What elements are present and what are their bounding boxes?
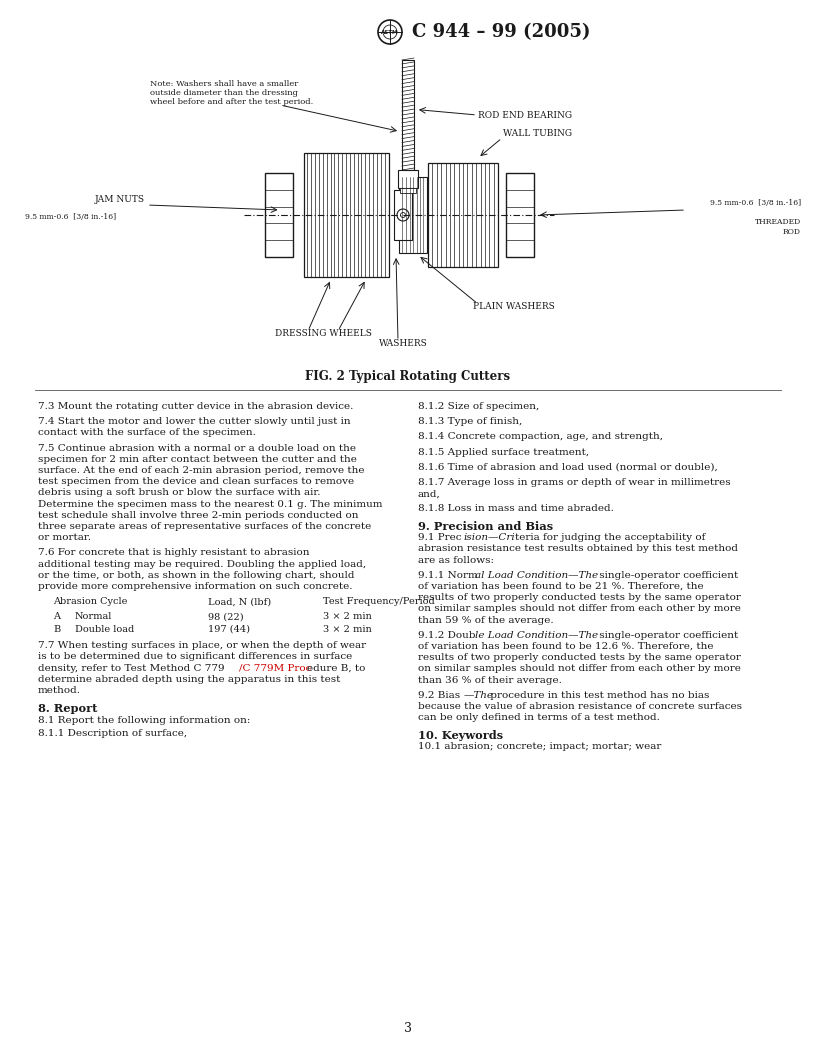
Text: PLAIN WASHERS: PLAIN WASHERS — [473, 302, 555, 312]
Text: edure B, to: edure B, to — [308, 663, 366, 673]
Text: Double load: Double load — [75, 625, 135, 634]
Text: 8.1.5 Applied surface treatment,: 8.1.5 Applied surface treatment, — [418, 448, 589, 456]
Text: single-operator coefficient: single-operator coefficient — [596, 630, 738, 640]
Text: WALL TUBING: WALL TUBING — [503, 129, 572, 137]
Text: method.: method. — [38, 686, 81, 695]
Text: A: A — [53, 612, 60, 621]
Text: 3 × 2 min: 3 × 2 min — [323, 625, 372, 634]
Text: because the value of abrasion resistance of concrete surfaces: because the value of abrasion resistance… — [418, 702, 742, 711]
Text: Abrasion Cycle: Abrasion Cycle — [53, 598, 127, 606]
Bar — [399, 177, 427, 253]
Text: 8.1.4 Concrete compaction, age, and strength,: 8.1.4 Concrete compaction, age, and stre… — [418, 432, 663, 441]
Text: 10. Keywords: 10. Keywords — [418, 730, 503, 740]
Bar — [506, 173, 534, 257]
Text: 7.6 For concrete that is highly resistant to abrasion: 7.6 For concrete that is highly resistan… — [38, 548, 309, 558]
Bar — [264, 173, 292, 257]
Text: than 36 % of their average.: than 36 % of their average. — [418, 676, 562, 684]
Text: ROD END BEARING: ROD END BEARING — [478, 111, 572, 119]
Text: 10.1 abrasion; concrete; impact; mortar; wear: 10.1 abrasion; concrete; impact; mortar;… — [418, 742, 662, 751]
Text: surface. At the end of each 2-min abrasion period, remove the: surface. At the end of each 2-min abrasi… — [38, 466, 365, 475]
Text: 8.1.2 Size of specimen,: 8.1.2 Size of specimen, — [418, 402, 539, 411]
Text: DRESSING WHEELS: DRESSING WHEELS — [274, 329, 371, 338]
Text: of variation has been found to be 12.6 %. Therefore, the: of variation has been found to be 12.6 %… — [418, 642, 713, 650]
Text: of variation has been found to be 21 %. Therefore, the: of variation has been found to be 21 %. … — [418, 582, 703, 591]
Text: 8.1.8 Loss in mass and time abraded.: 8.1.8 Loss in mass and time abraded. — [418, 505, 614, 513]
Text: on similar samples should not differ from each other by more: on similar samples should not differ fro… — [418, 604, 741, 614]
Bar — [398, 170, 418, 188]
Text: specimen for 2 min after contact between the cutter and the: specimen for 2 min after contact between… — [38, 455, 357, 464]
Text: than 59 % of the average.: than 59 % of the average. — [418, 616, 553, 624]
Text: 8.1.1 Description of surface,: 8.1.1 Description of surface, — [38, 729, 187, 738]
Text: three separate areas of representative surfaces of the concrete: three separate areas of representative s… — [38, 522, 371, 531]
Text: Note: Washers shall have a smaller
outside diameter than the dressing
wheel befo: Note: Washers shall have a smaller outsi… — [150, 80, 313, 107]
Text: can be only defined in terms of a test method.: can be only defined in terms of a test m… — [418, 713, 660, 722]
Text: 8.1.6 Time of abrasion and load used (normal or double),: 8.1.6 Time of abrasion and load used (no… — [418, 463, 718, 472]
Text: is to be determined due to significant differences in surface: is to be determined due to significant d… — [38, 653, 353, 661]
Bar — [428, 163, 498, 267]
Text: 8. Report: 8. Report — [38, 703, 97, 714]
Text: 9.1 Prec: 9.1 Prec — [418, 533, 462, 542]
Text: or the time, or both, as shown in the following chart, should: or the time, or both, as shown in the fo… — [38, 571, 354, 580]
Text: B: B — [53, 625, 60, 634]
Text: test schedule shall involve three 2-min periods conducted on: test schedule shall involve three 2-min … — [38, 511, 358, 520]
Text: Load, N (lbf): Load, N (lbf) — [208, 598, 271, 606]
Text: abrasion resistance test results obtained by this test method: abrasion resistance test results obtaine… — [418, 545, 738, 553]
Text: THREADED
ROD: THREADED ROD — [755, 219, 801, 235]
Text: 7.4 Start the motor and lower the cutter slowly until just in: 7.4 Start the motor and lower the cutter… — [38, 417, 351, 427]
Text: and,: and, — [418, 489, 441, 498]
Text: /C 779M Proc: /C 779M Proc — [238, 663, 311, 673]
Text: 8.1 Report the following information on:: 8.1 Report the following information on: — [38, 716, 251, 724]
Text: density, refer to Test Method C 779: density, refer to Test Method C 779 — [38, 663, 224, 673]
Text: single-operator coefficient: single-operator coefficient — [596, 571, 738, 580]
Text: 9. Precision and Bias: 9. Precision and Bias — [418, 521, 553, 532]
Text: results of two properly conducted tests by the same operator: results of two properly conducted tests … — [418, 654, 741, 662]
Text: Test Frequency/Period: Test Frequency/Period — [323, 598, 435, 606]
Text: C 944 – 99 (2005): C 944 – 99 (2005) — [412, 23, 591, 41]
Bar — [304, 153, 388, 277]
Text: 9.5 mm-0.6  [3/8 in.-16]: 9.5 mm-0.6 [3/8 in.-16] — [25, 213, 116, 221]
Text: 9.1.2 Doub: 9.1.2 Doub — [418, 630, 476, 640]
Text: Determine the specimen mass to the nearest 0.1 g. The minimum: Determine the specimen mass to the neare… — [38, 499, 383, 509]
Text: 8.1.7 Average loss in grams or depth of wear in millimetres: 8.1.7 Average loss in grams or depth of … — [418, 478, 730, 487]
Text: 3 × 2 min: 3 × 2 min — [323, 612, 372, 621]
Text: determine abraded depth using the apparatus in this test: determine abraded depth using the appara… — [38, 675, 340, 684]
Text: al Load Condition—The: al Load Condition—The — [475, 571, 598, 580]
Text: 7.5 Continue abrasion with a normal or a double load on the: 7.5 Continue abrasion with a normal or a… — [38, 444, 356, 453]
Text: 8.1.3 Type of finish,: 8.1.3 Type of finish, — [418, 417, 522, 427]
Text: ASTM: ASTM — [381, 30, 399, 35]
Text: 9.5 mm-0.6  [3/8 in.-16]: 9.5 mm-0.6 [3/8 in.-16] — [710, 199, 801, 207]
Text: —The: —The — [463, 691, 494, 700]
Text: additional testing may be required. Doubling the applied load,: additional testing may be required. Doub… — [38, 560, 366, 568]
Text: are as follows:: are as follows: — [418, 555, 494, 565]
Text: results of two properly conducted tests by the same operator: results of two properly conducted tests … — [418, 593, 741, 602]
Text: JAM NUTS: JAM NUTS — [95, 195, 145, 205]
Bar — [394, 190, 412, 240]
Text: Normal: Normal — [75, 612, 113, 621]
Text: le Load Condition—The: le Load Condition—The — [475, 630, 598, 640]
Circle shape — [401, 212, 406, 218]
Text: 3: 3 — [404, 1021, 412, 1035]
Text: provide more comprehensive information on such concrete.: provide more comprehensive information o… — [38, 582, 353, 591]
Circle shape — [397, 209, 409, 221]
Text: 7.7 When testing surfaces in place, or when the depth of wear: 7.7 When testing surfaces in place, or w… — [38, 641, 366, 650]
Text: debris using a soft brush or blow the surface with air.: debris using a soft brush or blow the su… — [38, 488, 321, 497]
Bar — [400, 188, 416, 193]
Text: procedure in this test method has no bias: procedure in this test method has no bia… — [487, 691, 709, 700]
Text: 98 (22): 98 (22) — [208, 612, 244, 621]
Text: contact with the surface of the specimen.: contact with the surface of the specimen… — [38, 429, 256, 437]
Text: 9.2 Bias: 9.2 Bias — [418, 691, 460, 700]
Text: FIG. 2 Typical Rotating Cutters: FIG. 2 Typical Rotating Cutters — [305, 371, 511, 383]
Text: or mortar.: or mortar. — [38, 533, 91, 542]
Text: teria for judging the acceptability of: teria for judging the acceptability of — [516, 533, 706, 542]
Text: WASHERS: WASHERS — [379, 339, 428, 348]
Text: 7.3 Mount the rotating cutter device in the abrasion device.: 7.3 Mount the rotating cutter device in … — [38, 402, 353, 411]
Text: 9.1.1 Norm: 9.1.1 Norm — [418, 571, 477, 580]
Text: 197 (44): 197 (44) — [208, 625, 250, 634]
Text: test specimen from the device and clean surfaces to remove: test specimen from the device and clean … — [38, 477, 354, 486]
Text: ision—Cri: ision—Cri — [463, 533, 516, 542]
Bar — [402, 60, 414, 170]
Text: on similar samples should not differ from each other by more: on similar samples should not differ fro… — [418, 664, 741, 674]
